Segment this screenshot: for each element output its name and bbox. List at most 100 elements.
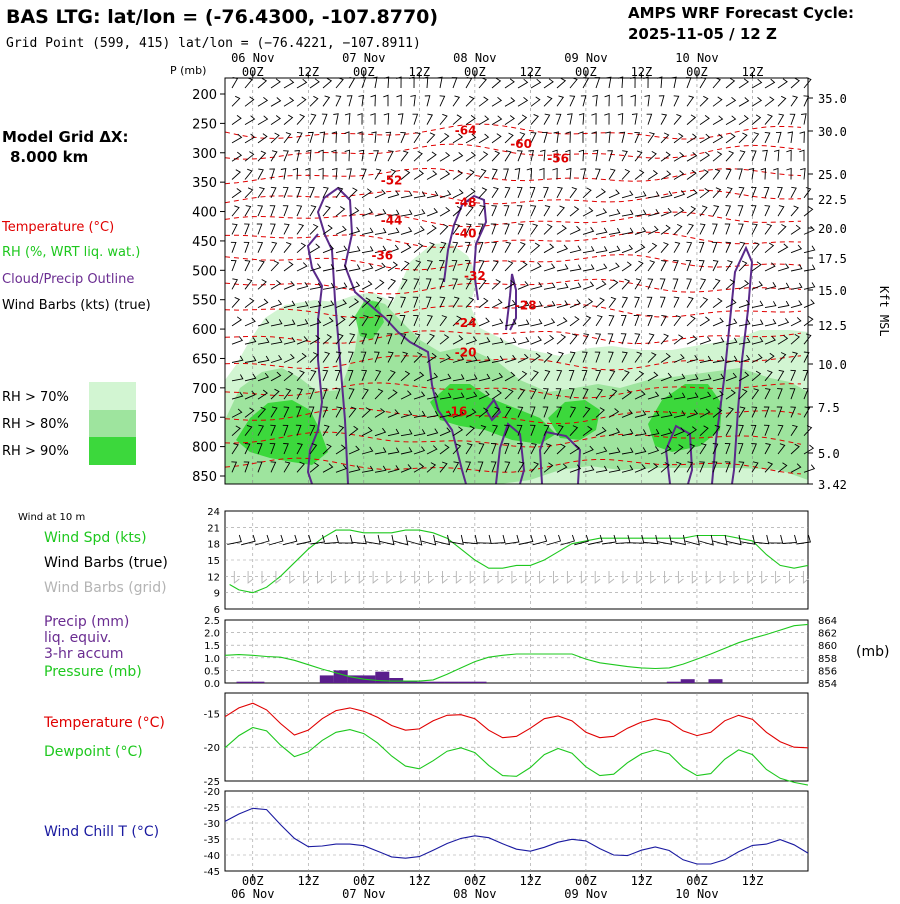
wind-barb [620,314,627,327]
wind-frame [224,510,809,610]
wind-barb [556,463,568,473]
wind-barb [478,96,489,107]
wind-barb [244,77,253,89]
wind-barb [424,95,431,107]
wind-barb [426,314,433,327]
wind-barb [803,351,810,363]
wind-barb [699,77,707,89]
wind-barb [437,76,443,89]
bottom-time-axis: 00Z 12Z 00Z 12Z 00Z 12Z 00Z 12Z 00Z 12Z 06 Nov 07 N… [231,874,763,901]
wind-barb [452,426,464,437]
wind-y-tick-label: 24 [207,507,220,518]
wind-barb [231,408,243,418]
wind-barb [658,95,665,107]
wind-barb [647,314,653,327]
wind-barb [582,207,594,217]
wind-barb [686,409,699,418]
wind-barb [400,150,409,162]
wind-barb [426,132,436,144]
wind-barb [724,223,731,235]
rh90-swatch [89,437,136,465]
wind-barb [699,374,712,382]
wind-barb-true [601,534,617,545]
wind-barb [478,297,489,308]
wind-barb [504,406,512,418]
wind-barb [361,280,373,290]
wind-barb [751,114,762,125]
precip-bar [319,675,334,683]
wind-barb [790,186,797,199]
wind-barb [543,300,556,309]
wind-barb [634,131,641,144]
wind-barb [348,406,357,418]
wind-barb [296,443,303,455]
wind-barb [322,317,334,327]
isotherm-line [224,330,802,345]
wind-barb [309,369,317,382]
wind-barb [699,169,709,180]
pressure-tick-label: 800 [192,441,217,456]
wind-barb [517,281,529,290]
wind-barb [413,463,425,473]
wind-barb [439,410,452,418]
wind-barb [318,149,324,162]
wind-barb [452,223,461,235]
wind-barb-true [629,534,645,544]
wind-barb [621,244,634,254]
wind-barb-grid [636,571,643,584]
dewpoint-line [224,726,809,786]
wind-barb [777,443,786,455]
wind-barb [439,206,451,217]
temperature-label: -44 [381,213,403,227]
legend-rh80: RH > 80% [2,417,69,432]
height-tick-label: 10.0 [818,358,847,372]
wind-barb [464,260,471,272]
wind-barb [257,168,264,180]
wind-barb [725,150,735,162]
wind-barb [335,316,346,327]
wind-barb [556,186,563,199]
chill-y-tick-label: -25 [204,803,220,814]
wind-barb [322,406,328,418]
temp-y-tick-label: -25 [204,777,220,788]
wind-barb [803,206,814,217]
wind-barb [374,388,384,400]
wind-barb [660,372,673,382]
wind-barb [712,278,721,290]
wind-barb [777,224,787,235]
wind-barb [335,206,346,217]
wind-barb [439,133,450,144]
wind-barb [608,279,619,290]
wind-barb [465,355,478,363]
wind-barb [673,444,684,455]
wind-barb [244,297,255,308]
wind-barb [335,464,348,473]
wind-speed-line [229,529,809,594]
wind-barb [673,373,686,382]
wind-barb [439,444,450,455]
wind-barb [712,337,725,345]
wind-barb-true [366,534,381,545]
wind-barb [764,96,775,107]
wind-barb [634,150,643,162]
wind-barb [543,318,556,327]
wind-barb [712,443,719,455]
wind-barb [283,319,296,327]
wind-barb [725,186,733,199]
wind-barb [478,424,487,436]
temperature-contour-labels: -64 -60 -56 -52 -48 -44 -40 -36 -32 -28 -24 -20 -16 [371,123,569,418]
wind-barb [617,94,623,107]
wind-barb [270,241,278,253]
wind-barb [800,168,806,180]
wind-barb [331,167,338,180]
wind-barb [426,242,435,253]
wind-barb [621,296,629,308]
wind-barb [777,243,789,254]
wind-barb [504,461,511,473]
top-time-tick-label: 12Z [408,65,430,79]
dewpoint-series-label: Dewpoint (°C) [44,744,143,760]
pressure-tick-label: 858 [818,654,837,665]
wind-barb [712,260,719,272]
wind-barb [528,149,534,162]
wind-barb [582,315,592,327]
